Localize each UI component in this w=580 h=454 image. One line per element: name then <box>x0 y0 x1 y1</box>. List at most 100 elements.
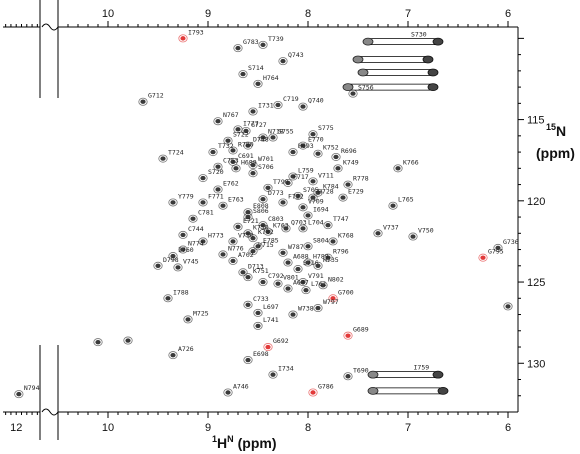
peak <box>185 317 191 322</box>
peak <box>480 255 486 260</box>
peak-label: C744 <box>188 225 204 233</box>
peak <box>315 305 321 311</box>
peak-contour <box>268 133 278 142</box>
x-tick-label-bottom: 10 <box>102 422 114 434</box>
peak <box>245 357 251 363</box>
pair-peak-left <box>357 68 369 77</box>
peak-label: V737 <box>383 223 399 231</box>
peak-label: V715 <box>258 241 274 249</box>
peak <box>165 296 171 301</box>
peak <box>230 258 236 264</box>
peak-contour <box>243 356 253 365</box>
peak-label: G795 <box>488 248 504 256</box>
peak-label: C753 <box>223 157 239 165</box>
peak-contour <box>253 308 263 317</box>
peak-label: K782 <box>258 228 274 236</box>
peak-contour <box>168 252 178 261</box>
peak <box>140 99 146 104</box>
peak-label: S720 <box>208 168 224 176</box>
peak-contour <box>218 201 228 210</box>
pair-peak-left <box>362 37 374 46</box>
peak <box>285 260 291 265</box>
peak-label: E763 <box>228 196 244 204</box>
peak-label: A702 <box>238 251 254 259</box>
peak-contour <box>208 148 218 157</box>
y-axis-title-units: (ppm) <box>536 145 575 161</box>
peak-label: D713 <box>248 262 264 270</box>
peak-contour <box>263 343 273 352</box>
peak <box>190 216 196 221</box>
peak <box>300 226 306 231</box>
peak-contour <box>153 261 163 270</box>
peak <box>210 149 216 155</box>
peak <box>270 372 276 377</box>
peak <box>315 190 321 195</box>
peak-contour <box>298 141 308 150</box>
peak-label: W797 <box>323 298 339 306</box>
peak-label: I793 <box>188 28 204 36</box>
peak <box>245 231 251 236</box>
peak-label: K784 <box>323 183 339 191</box>
peak-contour <box>328 237 338 246</box>
peak-layer: T739 G783 Q743 S714 H764 S756 G712 C719 Q740 I731… <box>14 28 519 399</box>
peak <box>275 102 281 108</box>
peak-label: S705 <box>303 186 319 194</box>
peak <box>215 119 221 124</box>
peak <box>255 244 261 249</box>
peak-contour <box>233 222 243 231</box>
peak-contour <box>223 136 233 145</box>
x-tick-label-bottom: 7 <box>405 422 411 434</box>
pair-peak-right <box>427 68 439 77</box>
peak <box>375 231 381 236</box>
peak <box>230 239 236 244</box>
peak <box>245 302 251 307</box>
peak-contour <box>273 100 283 109</box>
peak-label: T690 <box>353 366 369 374</box>
peak <box>305 213 311 218</box>
peak-contour <box>478 253 488 262</box>
peak-contour <box>328 294 338 303</box>
peak <box>170 200 176 205</box>
pair-peak-right <box>432 370 444 379</box>
peak-contour <box>323 221 333 230</box>
peak-label: L697 <box>263 303 279 311</box>
peak-contour <box>373 229 383 238</box>
peak-label: H699 <box>241 158 257 166</box>
peak-label: E770 <box>308 136 324 144</box>
peak <box>285 180 291 186</box>
pair-label: S730 <box>411 31 427 39</box>
peak-label: C803 <box>268 215 284 223</box>
peak-contour <box>258 195 268 204</box>
peak-label: K766 <box>403 158 419 166</box>
peak-contour <box>323 253 333 262</box>
peak-contour <box>338 193 348 202</box>
peak-contour <box>298 102 308 111</box>
peak-label: N718 <box>268 127 284 135</box>
peak <box>295 193 301 199</box>
peak <box>225 390 231 395</box>
peak-label: H764 <box>263 74 279 82</box>
pair-peak-left <box>352 55 364 64</box>
peak-label: K768 <box>338 231 354 239</box>
peak <box>280 250 286 256</box>
peak-label: I777 <box>243 119 259 127</box>
peak-label: E698 <box>253 350 269 358</box>
peak-label: E729 <box>348 188 364 196</box>
peak-label: T739 <box>268 35 284 43</box>
peak-contour <box>158 154 168 163</box>
peak <box>303 287 309 293</box>
peak-label: K749 <box>343 158 359 166</box>
peak <box>235 127 241 132</box>
peak <box>250 171 256 176</box>
peak <box>333 154 339 160</box>
peak <box>285 286 291 291</box>
peak-label: F722 <box>288 192 304 200</box>
x-axis-title-sup2: N <box>227 434 234 444</box>
pair-peak-left <box>367 386 379 395</box>
x-tick-label-bottom: 8 <box>305 422 311 434</box>
axis-break-squiggle-0 <box>41 23 59 31</box>
peak <box>260 196 266 202</box>
peak-contour <box>258 40 268 49</box>
peak-contour <box>253 321 263 330</box>
peak <box>300 279 306 285</box>
